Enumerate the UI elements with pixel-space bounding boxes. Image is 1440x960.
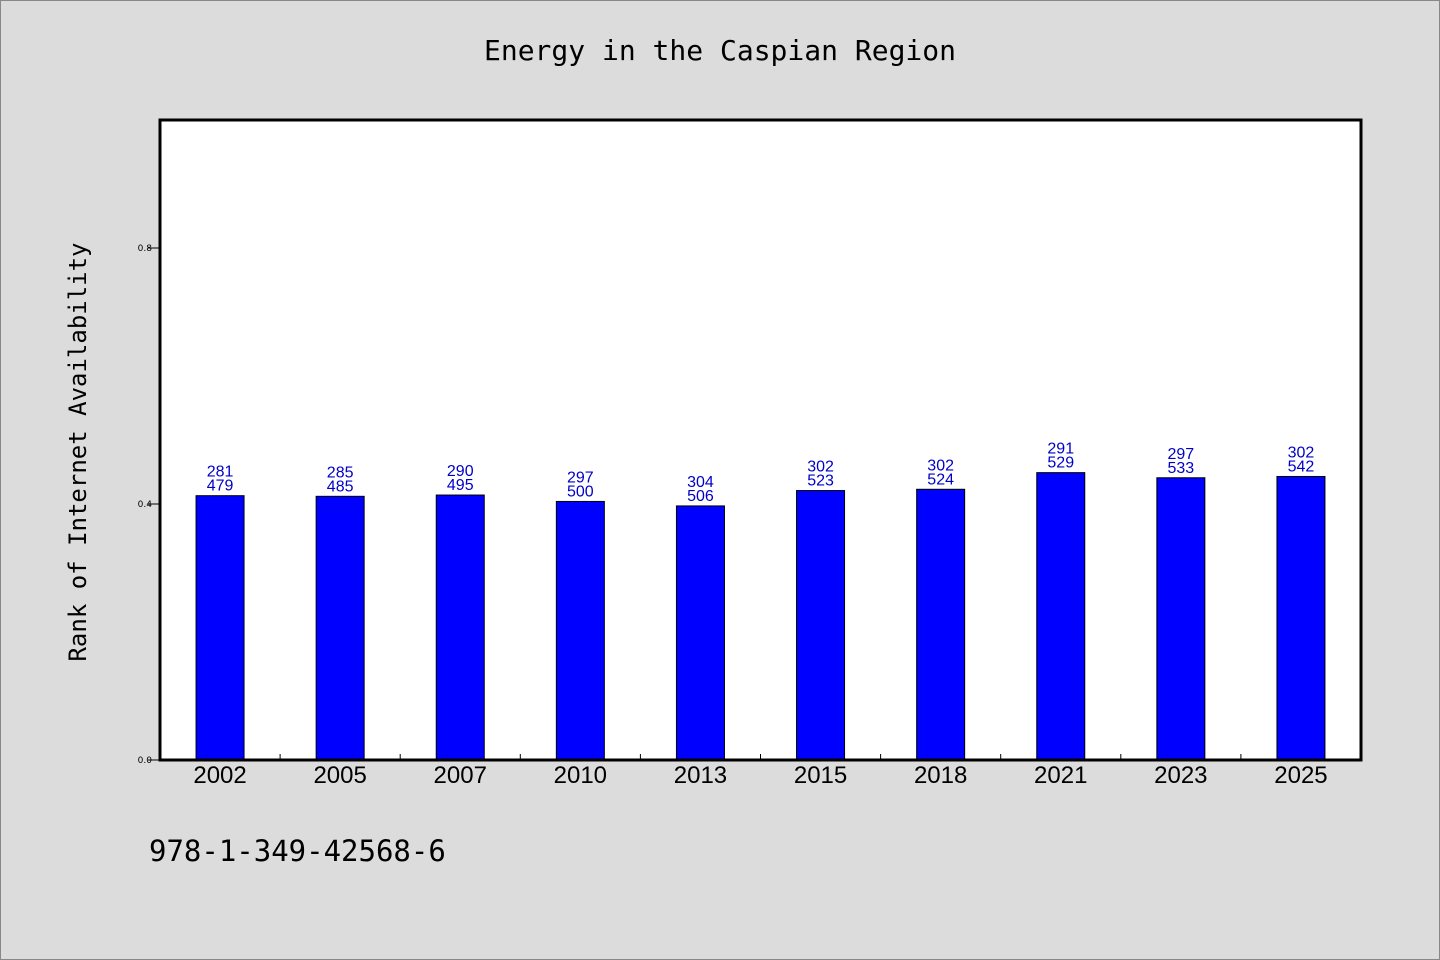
- bar: [555, 500, 605, 761]
- data-label-top: 285: [327, 464, 354, 481]
- data-label-top: 302: [927, 457, 954, 474]
- x-tick-label: 2025: [1274, 762, 1327, 789]
- x-tick-label: 2013: [674, 762, 727, 789]
- bar: [435, 494, 485, 761]
- data-label-bottom: 524: [927, 471, 954, 488]
- data-label-top: 297: [1167, 446, 1194, 463]
- x-tick-label: 2005: [313, 762, 366, 789]
- data-label-bottom: 485: [327, 478, 354, 495]
- x-tick-label: 2021: [1034, 762, 1087, 789]
- x-tick-label: 2002: [193, 762, 246, 789]
- data-label-top: 291: [1047, 441, 1074, 458]
- bar: [195, 495, 245, 761]
- y-tick-label: 0.4: [138, 500, 153, 510]
- y-tick-label: 0.0: [138, 756, 153, 766]
- plot-border: [158, 118, 1363, 762]
- data-label-top: 297: [567, 469, 594, 486]
- bar: [315, 495, 365, 761]
- x-tick-label: 2010: [554, 762, 607, 789]
- data-label-bottom: 523: [807, 473, 834, 490]
- bar: [675, 505, 725, 761]
- chart-title: Energy in the Caspian Region: [483, 34, 956, 67]
- bar: [1276, 475, 1326, 761]
- data-label-bottom: 529: [1047, 455, 1074, 472]
- x-tick-label: 2015: [794, 762, 847, 789]
- x-tick-label: 2023: [1154, 762, 1207, 789]
- y-tick-label: 0.8: [138, 244, 153, 254]
- data-label-bottom: 542: [1288, 458, 1315, 475]
- bar: [1036, 472, 1086, 761]
- isbn-text: 978-1-349-42568-6: [149, 834, 446, 868]
- data-label-top: 304: [687, 474, 714, 491]
- x-tick-label: 2007: [434, 762, 487, 789]
- data-label-bottom: 479: [207, 478, 234, 495]
- data-label-bottom: 533: [1167, 460, 1194, 477]
- bar: [916, 488, 966, 761]
- data-label-bottom: 506: [687, 488, 714, 505]
- data-label-top: 302: [807, 459, 834, 476]
- data-label-top: 302: [1288, 444, 1315, 461]
- data-label-bottom: 500: [567, 483, 594, 500]
- bar: [796, 490, 846, 761]
- data-label-bottom: 495: [447, 477, 474, 494]
- data-label-top: 290: [447, 463, 474, 480]
- data-label-top: 281: [207, 464, 234, 481]
- x-tick-label: 2018: [914, 762, 967, 789]
- bar: [1156, 477, 1206, 761]
